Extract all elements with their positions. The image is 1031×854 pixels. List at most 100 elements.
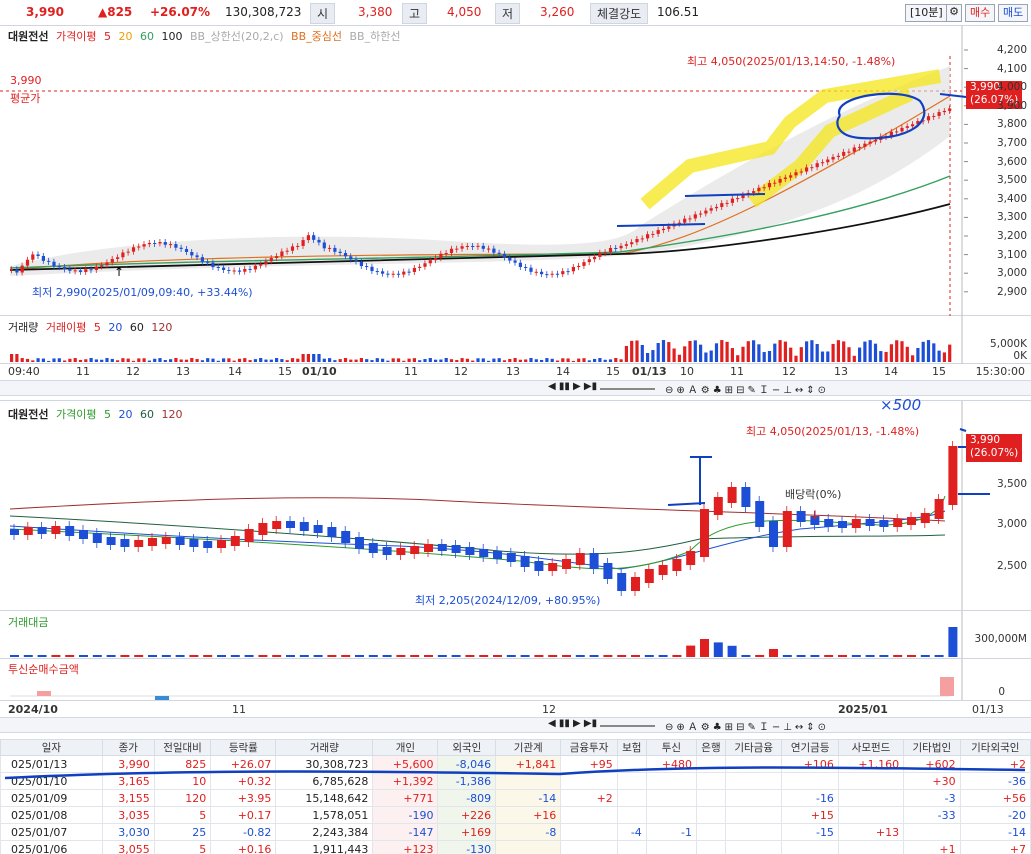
column-header[interactable]: 금융투자 — [560, 739, 618, 756]
column-header[interactable]: 개인 — [372, 739, 439, 756]
amount-bar — [493, 655, 502, 657]
amount-bar — [851, 655, 861, 657]
column-header[interactable]: 전일대비 — [153, 739, 212, 756]
chart-tool-icons[interactable]: ⊖⊕Ａ⚙♣⊞⊟✎Ｉ−⊥↔⇕⊙ — [665, 385, 830, 396]
daily-scroll-controls[interactable]: ◀ ▮▮ ▶ ▶▮ ⊖⊕Ａ⚙♣⊞⊟✎Ｉ−⊥↔⇕⊙ — [0, 717, 1031, 733]
amount-bar — [810, 655, 820, 657]
column-header[interactable]: 외국인 — [437, 739, 497, 756]
sell-button[interactable]: 매도 — [998, 4, 1029, 22]
daily-chart-tool-icons[interactable]: ⊖⊕Ａ⚙♣⊞⊟✎Ｉ−⊥↔⇕⊙ — [665, 722, 830, 733]
column-header[interactable]: 사모펀드 — [837, 739, 905, 756]
daily-playback-icons[interactable]: ◀ ▮▮ ▶ ▶▮ — [548, 718, 598, 729]
candle-body — [52, 261, 56, 267]
daily-candle-body — [672, 559, 682, 571]
volume-bar — [349, 359, 353, 362]
column-header[interactable]: 기관계 — [495, 739, 562, 756]
volume-bar — [333, 360, 337, 362]
trade-amount-chart[interactable]: 거래대금 300,000M — [0, 610, 1031, 659]
intraday-y-tick: 3,300 — [996, 211, 1027, 224]
trust-net-buy-chart[interactable]: 투신순매수금액 0 — [0, 658, 1031, 701]
playback-icons[interactable]: ◀ ▮▮ ▶ ▶▮ — [548, 381, 598, 392]
intraday-x-axis: 15:30:00 09:40 11 12 13 14 15 01/10 11 12 13 14 15 0… — [0, 364, 1031, 380]
buy-button[interactable]: 매수 — [965, 4, 996, 22]
volume-bar — [269, 359, 273, 362]
candle-body — [587, 259, 591, 263]
table-row[interactable]: 025/01/08 3,035 5 +0.17 1,578,051 -190 +226 +16… — [0, 806, 1031, 824]
volume-bar — [868, 340, 872, 362]
volume-bar — [905, 346, 909, 362]
intraday-price-tag: 3,990 (26.07%) — [966, 81, 1022, 109]
intraday-price-chart[interactable]: 대원전선 가격이평 5 20 60 100 BB_상한선(20,2,c) BB_… — [0, 26, 1031, 316]
intraday-legend: 대원전선 가격이평 5 20 60 100 BB_상한선(20,2,c) BB_… — [8, 28, 404, 44]
column-header[interactable]: 기타법인 — [903, 739, 961, 756]
table-cell: 025/01/13 — [0, 755, 103, 773]
column-header[interactable]: 연기금등 — [781, 739, 839, 756]
daily-zoom-slider[interactable] — [600, 725, 655, 727]
volume-bar — [926, 340, 931, 362]
volume-bar — [593, 358, 597, 362]
volume-bar — [598, 358, 602, 362]
amount-bar — [479, 655, 489, 657]
intraday-scroll-controls[interactable]: ◀ ▮▮ ▶ ▶▮ ⊖⊕Ａ⚙♣⊞⊟✎Ｉ−⊥↔⇕⊙ — [0, 380, 1031, 396]
table-row[interactable]: 025/01/09 3,155 120 +3.95 15,148,642 +771 -809… — [0, 789, 1031, 807]
amount-bar — [258, 655, 268, 657]
candle-body — [688, 218, 692, 220]
volume-bar — [582, 358, 586, 362]
table-row[interactable]: 025/01/10 3,165 10 +0.32 6,785,628 +1,392 -1,3… — [0, 772, 1031, 790]
table-cell — [695, 789, 726, 807]
volume-bar — [158, 358, 162, 362]
handwritten-line — [616, 223, 706, 227]
price-change-pct: +26.07% — [150, 5, 211, 19]
candle-body — [905, 126, 909, 128]
daily-x-11: 11 — [232, 703, 246, 716]
volume-bar — [476, 358, 480, 362]
settings-icon[interactable]: ⚙ — [946, 4, 962, 22]
candle-body — [25, 259, 30, 266]
amount-bar — [106, 655, 116, 657]
column-header[interactable]: 기타외국인 — [959, 739, 1031, 756]
table-cell: +226 — [437, 806, 497, 824]
candle-body — [169, 244, 173, 246]
table-cell — [616, 789, 647, 807]
table-cell: +480 — [645, 755, 697, 773]
zoom-slider[interactable] — [600, 388, 655, 390]
table-row[interactable]: 025/01/06 3,055 5 +0.16 1,911,443 +123 -130 +1 +… — [0, 840, 1031, 854]
column-header[interactable]: 은행 — [695, 739, 726, 756]
volume-bar — [73, 358, 77, 362]
column-header[interactable]: 종가 — [101, 739, 155, 756]
daily-candle-body — [410, 546, 420, 554]
volume-bar — [338, 359, 342, 362]
candle-body — [566, 271, 570, 273]
amount-bar — [589, 655, 599, 657]
table-cell: +123 — [372, 840, 439, 854]
candle-body — [767, 183, 772, 188]
table-row[interactable]: 025/01/07 3,030 25 -0.82 2,243,384 -147 +169 -8… — [0, 823, 1031, 841]
column-header[interactable]: 투신 — [645, 739, 697, 756]
table-cell — [837, 789, 905, 807]
investor-trade-table[interactable]: 일자 종가 전일대비 등락률 거래량 개인 외국인 기관계 금융투자 보험 투신 은행 기타금융 연기금등… — [0, 739, 1031, 854]
intraday-volume-chart[interactable]: 거래량 거래이평 5 20 60 120 5,000K 0K — [0, 316, 1031, 364]
table-row[interactable]: 025/01/13 3,990 825 +26.07 30,308,723 +5,600-… — [0, 755, 1031, 773]
candle-body — [179, 247, 183, 249]
table-cell: -20 — [959, 806, 1031, 824]
volume-ma120: 120 — [151, 321, 173, 334]
column-header[interactable]: 일자 — [0, 739, 103, 756]
daily-price-chart[interactable]: 대원전선 가격이평 5 20 60 120 ↓ 최고 4,050(2025/01… — [0, 396, 1031, 611]
table-cell — [837, 840, 905, 854]
interval-selector[interactable]: [10분] — [905, 4, 948, 22]
bb-lower-label: BB_하한선 — [349, 30, 401, 43]
volume-bar — [137, 358, 141, 362]
volume-bar — [704, 352, 708, 362]
column-header[interactable]: 등락률 — [210, 739, 277, 756]
column-header[interactable]: 거래량 — [275, 739, 374, 756]
candle-body — [301, 240, 305, 246]
amount-bar — [631, 655, 640, 657]
ma-label: 가격이평 — [55, 30, 97, 43]
column-header[interactable]: 보험 — [616, 739, 647, 756]
daily-candle-body — [893, 519, 903, 527]
daily-x-0113: 01/13 — [972, 703, 1004, 716]
column-header[interactable]: 기타금융 — [724, 739, 783, 756]
table-cell: +26.07 — [210, 755, 277, 773]
intraday-x-label: 11 — [76, 365, 90, 378]
daily-ma20: 20 — [118, 408, 133, 421]
